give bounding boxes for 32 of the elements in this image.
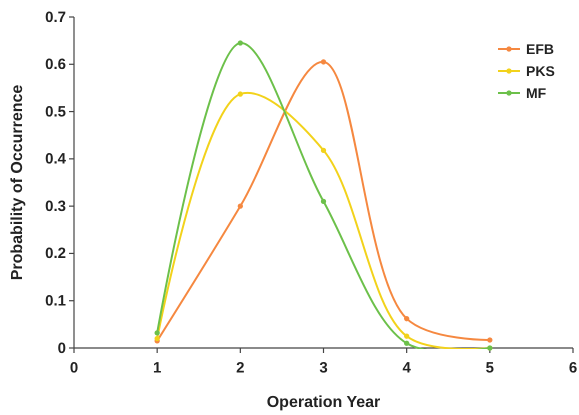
point [238,204,243,209]
y-tick-label: 0 [58,340,66,357]
legend-label: MF [526,84,547,101]
legend-label: EFB [526,40,554,57]
x-tick-label: 6 [568,360,578,376]
point [154,336,160,342]
point [154,330,160,336]
point [487,337,492,343]
point [404,316,410,322]
x-tick-label: 3 [319,360,328,376]
point [320,198,326,204]
y-tick-label: 0.7 [45,8,66,26]
point [404,334,410,339]
point [320,148,326,153]
x-tick-label: 2 [236,360,245,376]
point [238,40,243,46]
y-tick-label: 0.6 [45,56,66,74]
y-tick-label: 0.2 [45,245,66,262]
y-tick-label: 0.5 [45,103,66,120]
point [238,91,243,97]
x-tick-label: 5 [486,360,494,376]
y-tick-label: 0.4 [45,150,67,168]
x-tick-label: 4 [402,360,412,376]
x-tick-label: 0 [70,360,78,376]
y-axis-title: Probability of Occurrence [9,84,26,280]
x-axis-title: Operation Year [266,394,380,411]
point [320,59,326,65]
y-tick-label: 0.1 [45,292,66,310]
y-tick-label: 0.3 [45,198,66,215]
legend-label: PKS [526,62,555,79]
x-tick-label: 1 [152,360,162,376]
point [404,340,410,346]
